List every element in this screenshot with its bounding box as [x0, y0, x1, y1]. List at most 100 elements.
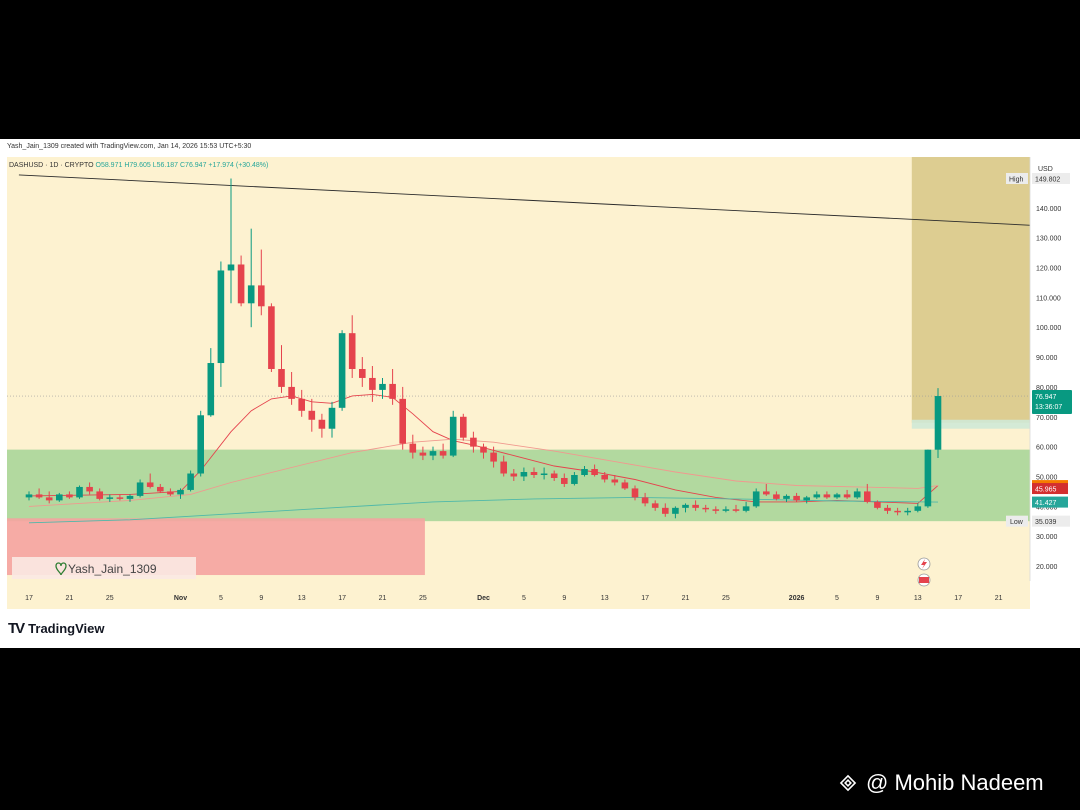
y-tick-label: 20.000 [1036, 564, 1058, 571]
candle [884, 504, 891, 514]
support-zone [7, 449, 1030, 522]
candle [813, 491, 821, 499]
low-value-bg [1032, 515, 1070, 527]
candle-body [601, 475, 608, 480]
candle [338, 330, 346, 411]
candle [561, 473, 568, 487]
x-tick-label: 25 [106, 595, 114, 602]
candle [359, 357, 366, 387]
candle-body [874, 501, 881, 508]
low-value-label: 35.039 [1035, 519, 1057, 526]
candle [167, 488, 174, 496]
candle-body [227, 264, 235, 271]
candle [86, 482, 93, 495]
watermark-text: @ Mohib Nadeem [866, 770, 1044, 795]
y-tick-label: 140.000 [1036, 206, 1061, 213]
candle-body [258, 285, 265, 307]
x-tick-label: 9 [259, 595, 263, 602]
candle [550, 470, 558, 481]
candle [207, 348, 215, 417]
candle [742, 501, 750, 513]
candle [843, 489, 851, 499]
x-tick-label: 25 [419, 595, 427, 602]
post-watermark: @ Mohib Nadeem [836, 770, 1044, 796]
y-tick-label: 70.000 [1036, 415, 1058, 422]
candle [449, 410, 457, 458]
candle-body [328, 407, 336, 429]
candle [298, 389, 305, 417]
x-tick-label: 17 [338, 595, 346, 602]
candle-body [167, 491, 174, 495]
candle-body [207, 363, 215, 416]
candle-body [651, 503, 659, 508]
y-tick-label: 30.000 [1036, 534, 1058, 541]
target-box [911, 157, 1030, 423]
tradingview-mark-icon: TV [8, 620, 25, 637]
candle-body [843, 494, 851, 498]
low-tag-bg [1006, 515, 1028, 527]
candle-body [288, 386, 295, 399]
candle-body [561, 477, 568, 484]
candle-body [439, 451, 447, 456]
candle-body [177, 489, 184, 495]
candle-body [490, 452, 497, 462]
candle [96, 488, 103, 501]
candle-body [146, 482, 154, 487]
candle [439, 443, 447, 459]
candle [692, 500, 699, 511]
candle-body [359, 369, 366, 378]
candle-body [379, 383, 386, 390]
candle-body [56, 494, 63, 501]
time-axis-background [7, 581, 1030, 609]
price-chart[interactable]: USD 20.000 30.000 40.000 50.000 60.000 70.000 8… [0, 139, 1080, 609]
candle-body [904, 510, 911, 513]
candle [874, 500, 881, 510]
candle-body [722, 509, 730, 511]
candle [157, 483, 164, 493]
candle [136, 479, 144, 498]
candle [328, 401, 336, 438]
candle [389, 369, 396, 405]
candle-body [884, 507, 891, 511]
ohlc-open: O58.971 [95, 162, 123, 169]
x-tick-label: 21 [379, 595, 387, 602]
high-value-bg [1032, 172, 1070, 184]
candle-body [35, 494, 43, 498]
candle-body [348, 333, 356, 369]
y-tick-label: 40.000 [1036, 504, 1058, 511]
x-tick-label: 5 [835, 595, 839, 602]
x-tick-label: 13 [298, 595, 306, 602]
candle-body [470, 437, 477, 447]
candle-body [621, 482, 629, 489]
candle [682, 503, 689, 513]
user-watermark-text: Yash_Jain_1309 [68, 562, 157, 576]
candle-body [399, 398, 406, 444]
candle [278, 345, 285, 393]
candle-body [682, 504, 689, 508]
candle [934, 388, 942, 459]
high-tag-label: High [1009, 176, 1024, 183]
candle [591, 464, 598, 477]
candle [611, 475, 619, 486]
candle [197, 410, 204, 477]
candle [651, 500, 659, 511]
candle-body [76, 486, 83, 498]
candle [106, 494, 114, 502]
candle-body [268, 306, 275, 369]
candle-body [298, 398, 305, 411]
tradingview-logo[interactable]: TV TradingView [8, 620, 105, 637]
binance-diamond-icon [839, 774, 857, 792]
candle [66, 491, 73, 499]
candle [288, 371, 295, 405]
y-tick-label: 110.000 [1036, 295, 1061, 302]
x-tick-label: Nov [174, 595, 187, 602]
candle [631, 485, 639, 501]
high-tag-bg [1006, 172, 1028, 184]
candle-body [25, 494, 33, 498]
candle [783, 494, 790, 502]
candle-body [197, 415, 204, 474]
candle-body [550, 473, 558, 478]
candle-body [530, 472, 538, 475]
candle [510, 469, 518, 481]
candle-body [591, 469, 598, 475]
